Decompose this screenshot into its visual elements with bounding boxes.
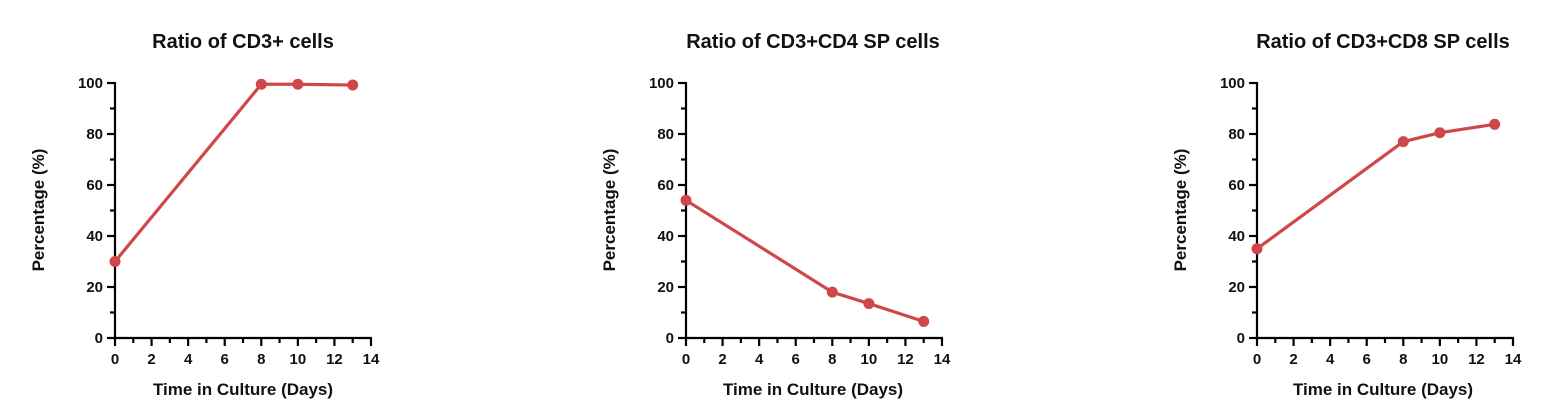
y-tick-label: 20 [86, 279, 103, 296]
x-tick-label: 0 [1253, 351, 1261, 368]
x-axis-label: Time in Culture (Days) [153, 380, 333, 399]
data-point [1434, 127, 1446, 139]
x-tick-label: 8 [257, 351, 265, 368]
data-point [918, 315, 930, 327]
chart-panel-cd8: Ratio of CD3+CD8 SP cells Time in Cultur… [1142, 0, 1552, 411]
x-tick-label: 14 [363, 351, 380, 368]
x-tick-label: 2 [1289, 351, 1297, 368]
x-tick-label: 10 [861, 351, 878, 368]
y-tick-label: 20 [657, 279, 674, 296]
x-axis-label: Time in Culture (Days) [1293, 380, 1473, 399]
series-line [1256, 122, 1495, 251]
chart-title: Ratio of CD3+CD4 SP cells [686, 31, 940, 53]
x-tick-label: 8 [828, 351, 836, 368]
chart-cd8: Ratio of CD3+CD8 SP cells Time in Cultur… [1171, 31, 1522, 399]
x-tick-label: 10 [290, 351, 307, 368]
x-tick-label: 12 [897, 351, 914, 368]
x-tick-label: 14 [934, 351, 951, 368]
x-tick-label: 6 [1363, 351, 1371, 368]
chart-panel-cd4: Ratio of CD3+CD4 SP cells Time in Cultur… [571, 0, 1088, 411]
y-tick-label: 0 [666, 330, 674, 347]
y-tick-label: 80 [86, 126, 103, 143]
y-tick-label: 100 [649, 75, 674, 92]
y-tick-label: 80 [657, 126, 674, 143]
data-point [1489, 118, 1501, 130]
x-tick-label: 2 [147, 351, 155, 368]
data-point [1397, 136, 1409, 148]
x-tick-label: 10 [1432, 351, 1449, 368]
x-tick-label: 4 [755, 351, 764, 368]
x-tick-label: 6 [221, 351, 229, 368]
y-axis-label: Percentage (%) [29, 149, 48, 272]
x-tick-label: 4 [1326, 351, 1335, 368]
data-point [826, 286, 838, 298]
y-tick-label: 40 [1228, 228, 1245, 245]
x-tick-label: 0 [682, 351, 690, 368]
x-tick-label: 2 [718, 351, 726, 368]
data-point [109, 256, 121, 267]
x-tick-label: 12 [326, 351, 343, 368]
y-tick-label: 100 [78, 75, 103, 92]
y-tick-label: 60 [657, 177, 674, 194]
series-line [113, 82, 353, 263]
y-tick-label: 100 [1220, 75, 1245, 92]
chart-cd3: Ratio of CD3+ cells Time in Culture (Day… [29, 31, 380, 399]
data-point [680, 194, 692, 206]
y-tick-label: 40 [86, 228, 103, 245]
x-tick-label: 4 [184, 351, 193, 368]
y-tick-label: 20 [1228, 279, 1245, 296]
data-point [292, 78, 304, 90]
x-axis-label: Time in Culture (Days) [723, 380, 903, 399]
data-point [1251, 243, 1263, 255]
data-point [255, 78, 267, 90]
y-axis-label: Percentage (%) [600, 149, 619, 272]
data-point [347, 79, 359, 91]
x-tick-label: 12 [1468, 351, 1485, 368]
chart-cd4: Ratio of CD3+CD4 SP cells Time in Cultur… [600, 31, 951, 399]
chart-title: Ratio of CD3+ cells [152, 31, 334, 53]
y-axis-label: Percentage (%) [1171, 149, 1190, 272]
series-line [685, 198, 925, 323]
x-tick-label: 6 [792, 351, 800, 368]
y-tick-label: 80 [1228, 126, 1245, 143]
x-tick-label: 0 [111, 351, 119, 368]
y-tick-label: 60 [1228, 177, 1245, 194]
y-tick-label: 40 [657, 228, 674, 245]
chart-panel-cd3: Ratio of CD3+ cells Time in Culture (Day… [0, 0, 517, 411]
x-tick-label: 14 [1505, 351, 1522, 368]
y-tick-label: 60 [86, 177, 103, 194]
y-tick-label: 0 [1237, 330, 1245, 347]
y-tick-label: 0 [95, 330, 103, 347]
data-point [863, 298, 875, 310]
chart-title: Ratio of CD3+CD8 SP cells [1256, 31, 1510, 53]
x-tick-label: 8 [1399, 351, 1407, 368]
